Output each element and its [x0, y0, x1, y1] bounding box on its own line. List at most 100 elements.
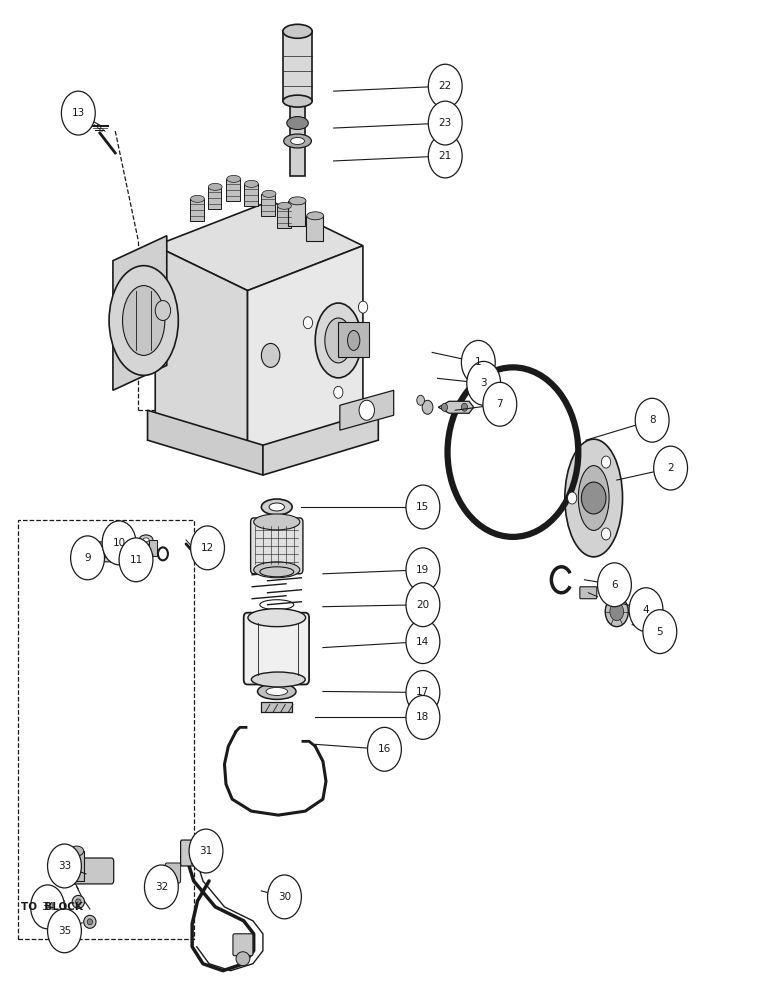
Text: 21: 21 [438, 151, 452, 161]
Circle shape [635, 398, 669, 442]
Text: 4: 4 [642, 605, 649, 615]
Circle shape [629, 588, 663, 632]
Text: 9: 9 [84, 553, 91, 563]
FancyBboxPatch shape [98, 542, 120, 562]
Text: 8: 8 [648, 415, 655, 425]
Ellipse shape [315, 303, 361, 378]
Bar [262, 194, 276, 216]
Text: 15: 15 [416, 502, 429, 512]
Circle shape [654, 446, 688, 490]
Circle shape [422, 400, 433, 414]
Text: 3: 3 [480, 378, 487, 388]
Circle shape [462, 403, 468, 411]
FancyBboxPatch shape [181, 840, 202, 866]
Circle shape [367, 727, 401, 771]
Ellipse shape [605, 597, 628, 627]
Circle shape [483, 382, 516, 426]
FancyBboxPatch shape [244, 613, 309, 684]
Ellipse shape [69, 846, 83, 856]
Polygon shape [155, 246, 248, 465]
Polygon shape [113, 236, 167, 390]
Text: 16: 16 [378, 744, 391, 754]
Text: 30: 30 [278, 892, 291, 902]
Circle shape [119, 538, 153, 582]
Circle shape [428, 101, 462, 145]
Text: 6: 6 [611, 580, 618, 590]
Bar [283, 31, 312, 101]
Text: 35: 35 [58, 926, 71, 936]
Circle shape [48, 909, 81, 953]
Circle shape [70, 536, 104, 580]
FancyBboxPatch shape [165, 863, 181, 883]
Ellipse shape [262, 499, 292, 515]
Bar [149, 540, 157, 556]
Text: 18: 18 [416, 712, 429, 722]
Bar [208, 187, 222, 209]
Text: 31: 31 [199, 846, 212, 856]
Ellipse shape [252, 672, 305, 687]
Text: 33: 33 [58, 861, 71, 871]
Polygon shape [248, 246, 363, 465]
Circle shape [406, 620, 440, 664]
Circle shape [442, 403, 448, 411]
Ellipse shape [83, 915, 96, 928]
Ellipse shape [227, 175, 241, 182]
Ellipse shape [306, 212, 323, 220]
Ellipse shape [254, 514, 300, 530]
Text: 17: 17 [416, 687, 429, 697]
Ellipse shape [236, 952, 250, 966]
Circle shape [581, 482, 606, 514]
Text: 19: 19 [416, 565, 429, 575]
Circle shape [467, 361, 500, 405]
Bar [244, 184, 258, 206]
Ellipse shape [109, 266, 178, 375]
Ellipse shape [143, 538, 149, 542]
Circle shape [189, 829, 223, 873]
Ellipse shape [248, 609, 306, 627]
Text: 1: 1 [475, 357, 482, 367]
Bar [69, 851, 84, 881]
Circle shape [268, 875, 301, 919]
Bar [190, 199, 204, 221]
Polygon shape [147, 410, 263, 475]
Circle shape [406, 671, 440, 714]
Text: 20: 20 [416, 600, 429, 610]
Ellipse shape [258, 683, 296, 699]
Ellipse shape [269, 503, 284, 511]
Circle shape [406, 583, 440, 627]
Ellipse shape [139, 535, 153, 545]
Ellipse shape [191, 195, 205, 202]
Ellipse shape [289, 197, 306, 205]
Circle shape [262, 343, 279, 367]
Ellipse shape [578, 466, 609, 530]
Bar [277, 206, 290, 228]
Ellipse shape [87, 919, 93, 925]
Circle shape [601, 528, 611, 540]
Circle shape [334, 386, 343, 398]
Circle shape [359, 400, 374, 420]
Ellipse shape [123, 286, 165, 355]
Bar [288, 201, 305, 226]
Circle shape [62, 91, 95, 135]
Polygon shape [438, 401, 474, 413]
Circle shape [643, 610, 677, 654]
Text: 13: 13 [72, 108, 85, 118]
FancyBboxPatch shape [251, 518, 303, 574]
Ellipse shape [254, 562, 300, 578]
Ellipse shape [347, 330, 360, 350]
Bar [19, 520, 194, 939]
Bar [338, 322, 369, 357]
Circle shape [417, 395, 425, 405]
Ellipse shape [262, 190, 276, 197]
Circle shape [48, 844, 81, 888]
Circle shape [567, 492, 577, 504]
Ellipse shape [76, 899, 81, 905]
Circle shape [406, 695, 440, 739]
FancyBboxPatch shape [580, 587, 597, 599]
Circle shape [406, 548, 440, 592]
Text: 2: 2 [667, 463, 674, 473]
Ellipse shape [565, 439, 622, 557]
Circle shape [358, 301, 367, 313]
Circle shape [601, 456, 611, 468]
Text: 32: 32 [154, 882, 168, 892]
